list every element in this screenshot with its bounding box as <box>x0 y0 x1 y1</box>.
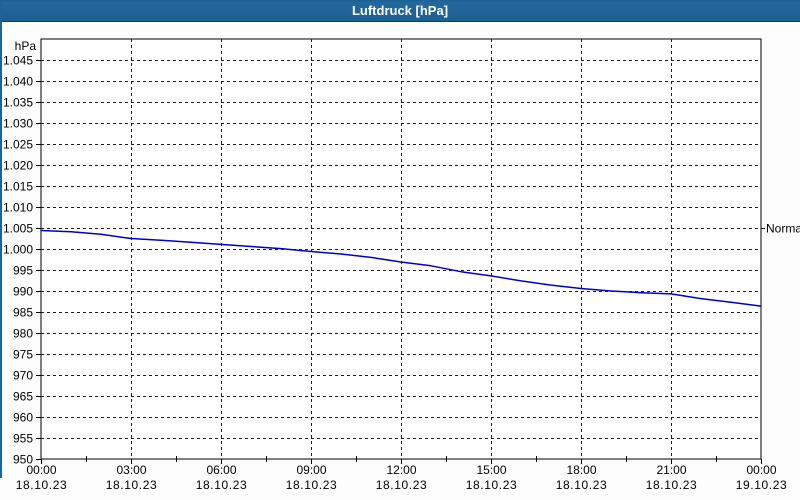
x-tick-date-label: 18.10.23 <box>16 478 68 492</box>
x-tick-date-label: 18.10.23 <box>286 478 338 492</box>
x-tick-time-label: 09:00 <box>296 463 326 477</box>
x-tick-time-label: 12:00 <box>386 463 416 477</box>
x-tick-date-label: 18.10.23 <box>376 478 428 492</box>
y-tick-label: 980 <box>13 327 33 341</box>
x-tick-date-label: 18.10.23 <box>556 478 608 492</box>
y-tick-label: 1.030 <box>3 117 33 131</box>
x-tick-time-label: 00:00 <box>26 463 56 477</box>
y-tick-label: 955 <box>13 432 33 446</box>
x-tick-time-label: 03:00 <box>116 463 146 477</box>
window-border-bottom <box>0 0 800 2</box>
y-tick-label: 995 <box>13 264 33 278</box>
window-title: Luftdruck [hPa] <box>351 3 449 18</box>
y-tick-label: 1.035 <box>3 96 33 110</box>
x-tick-time-label: 06:00 <box>206 463 236 477</box>
y-tick-label: 1.020 <box>3 159 33 173</box>
y-tick-label: 1.040 <box>3 75 33 89</box>
normal-marker-label: Normal <box>766 222 800 236</box>
x-tick-date-label: 18.10.23 <box>106 478 158 492</box>
y-tick-label: 1.025 <box>3 138 33 152</box>
pressure-line <box>40 229 762 307</box>
y-tick-label: 965 <box>13 390 33 404</box>
y-tick-label: 1.005 <box>3 222 33 236</box>
y-tick-label: 990 <box>13 285 33 299</box>
y-tick-label: 1.010 <box>3 201 33 215</box>
x-tick-time-label: 21:00 <box>656 463 686 477</box>
x-tick-date-label: 19.10.23 <box>736 478 788 492</box>
y-tick-label: 950 <box>13 453 33 467</box>
y-tick-label: 985 <box>13 306 33 320</box>
window-title-bar: Luftdruck [hPa] <box>0 0 800 22</box>
window-border-right <box>0 0 2 478</box>
y-tick-label: 975 <box>13 348 33 362</box>
y-axis-unit-label: hPa <box>14 39 36 53</box>
x-tick-time-label: 18:00 <box>566 463 596 477</box>
y-tick-label: 1.045 <box>3 54 33 68</box>
x-tick-date-label: 18.10.23 <box>646 478 698 492</box>
x-tick-date-label: 18.10.23 <box>466 478 518 492</box>
x-tick-time-label: 15:00 <box>476 463 506 477</box>
y-tick-label: 1.000 <box>3 243 33 257</box>
y-tick-label: 970 <box>13 369 33 383</box>
y-tick-label: 1.015 <box>3 180 33 194</box>
y-tick-label: 960 <box>13 411 33 425</box>
x-tick-time-label: 00:00 <box>746 463 776 477</box>
x-tick-date-label: 18.10.23 <box>196 478 248 492</box>
